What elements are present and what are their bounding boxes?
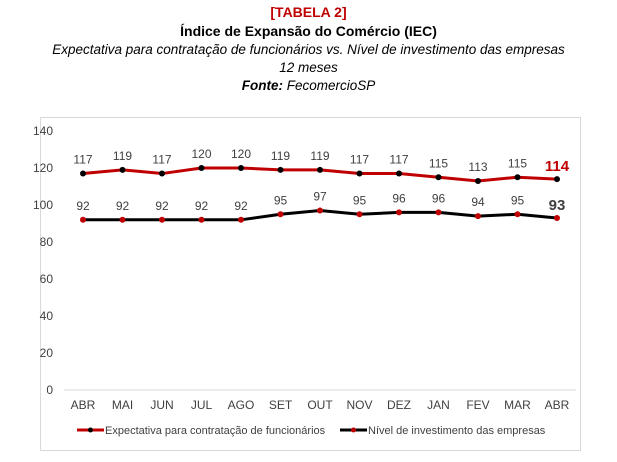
data-label: 117 <box>73 153 92 167</box>
data-point <box>198 165 205 171</box>
chart-frame <box>40 117 581 451</box>
y-tick-label: 20 <box>40 346 54 360</box>
data-label: 113 <box>468 160 487 174</box>
data-point <box>435 174 442 181</box>
x-tick-label: JAN <box>427 398 450 412</box>
data-point <box>238 216 244 223</box>
y-tick-label: 140 <box>33 124 53 138</box>
y-tick-label: 100 <box>33 198 53 212</box>
data-label: 94 <box>471 195 485 209</box>
x-tick-label: AGO <box>228 398 255 412</box>
x-tick-label: OUT <box>307 398 333 412</box>
data-point <box>514 174 521 181</box>
data-point <box>554 176 560 183</box>
chart-period: 12 meses <box>279 60 338 75</box>
source-value: FecomercioSP <box>282 78 376 93</box>
legend-marker <box>351 427 356 433</box>
data-point <box>475 177 481 184</box>
data-label: 114 <box>545 158 570 175</box>
data-label: 96 <box>392 191 406 205</box>
y-tick-label: 80 <box>40 235 54 249</box>
data-point <box>238 165 244 171</box>
x-tick-label: FEV <box>466 398 489 412</box>
data-label: 119 <box>310 149 329 163</box>
data-point <box>356 211 363 218</box>
x-tick-label: SET <box>269 398 293 412</box>
x-tick-label: ABR <box>71 398 96 412</box>
x-tick-label: JUL <box>191 398 213 412</box>
data-label: 95 <box>353 193 367 207</box>
data-label: 95 <box>511 193 525 207</box>
data-point <box>277 211 284 218</box>
data-point <box>119 166 126 173</box>
x-tick-label: JUN <box>150 398 173 412</box>
data-label: 119 <box>113 149 132 163</box>
data-point <box>198 216 205 223</box>
data-point <box>396 209 402 216</box>
data-point <box>159 170 165 177</box>
x-tick-label: DEZ <box>387 398 411 412</box>
y-tick-label: 40 <box>40 309 54 323</box>
data-point <box>277 166 284 173</box>
source-label: Fonte: <box>241 78 283 93</box>
data-point <box>119 216 126 223</box>
data-label: 97 <box>313 190 327 204</box>
legend-marker <box>88 427 93 433</box>
data-label: 117 <box>152 153 171 167</box>
chart-source: Fonte: FecomercioSP <box>0 78 617 93</box>
data-point <box>396 170 402 177</box>
data-point <box>317 207 323 214</box>
data-label: 115 <box>429 156 448 170</box>
data-label: 115 <box>508 156 527 170</box>
data-point <box>514 211 521 218</box>
data-label: 93 <box>549 197 566 214</box>
data-point <box>317 166 323 173</box>
data-label: 120 <box>191 147 211 161</box>
data-label: 92 <box>195 199 209 213</box>
chart-title: Índice de Expansão do Comércio (IEC) <box>180 23 437 39</box>
y-tick-label: 120 <box>33 161 53 175</box>
data-point <box>356 170 363 177</box>
x-tick-label: NOV <box>346 398 372 412</box>
data-point <box>435 209 442 216</box>
data-label: 117 <box>389 153 408 167</box>
x-tick-label: MAI <box>112 398 133 412</box>
legend-label: Expectativa para contratação de funcioná… <box>105 425 326 437</box>
data-label: 95 <box>274 193 288 207</box>
x-tick-label: ABR <box>545 398 570 412</box>
data-label: 92 <box>155 199 169 213</box>
data-point <box>80 170 86 177</box>
data-label: 92 <box>234 199 248 213</box>
data-point <box>159 216 165 223</box>
data-label: 119 <box>271 149 290 163</box>
x-tick-label: MAR <box>504 398 531 412</box>
data-label: 92 <box>76 199 90 213</box>
y-tick-label: 0 <box>46 383 53 397</box>
data-label: 117 <box>350 153 369 167</box>
chart-subtitle: Expectativa para contratação de funcioná… <box>52 42 565 57</box>
data-point <box>475 213 481 220</box>
legend-label: Nível de investimento das empresas <box>368 425 546 437</box>
data-label: 96 <box>432 191 446 205</box>
table-tag: [TABELA 2] <box>270 4 347 20</box>
data-label: 92 <box>116 199 130 213</box>
y-tick-label: 60 <box>40 272 54 286</box>
data-point <box>80 216 86 223</box>
data-point <box>554 214 560 221</box>
data-label: 120 <box>231 147 251 161</box>
